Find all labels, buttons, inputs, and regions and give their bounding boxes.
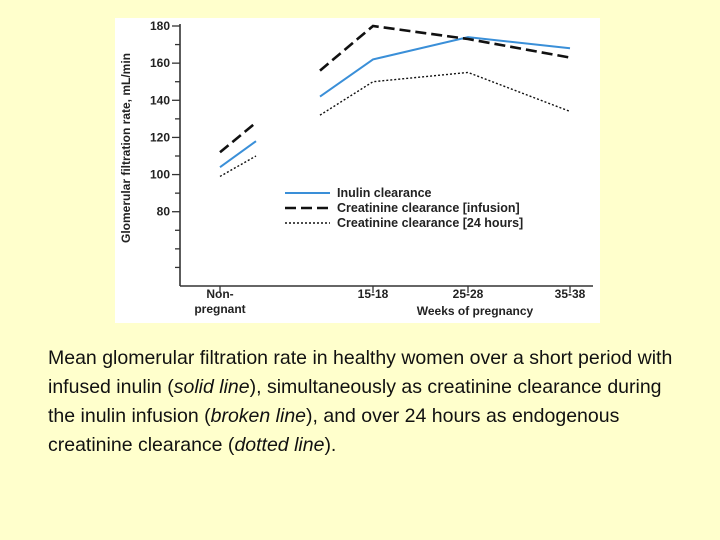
series-line-solid	[219, 140, 257, 168]
series-line-dashed	[219, 121, 257, 154]
x-tick-label: pregnant	[194, 302, 245, 316]
caption-text-2: ), simultaneously as creatinine clearanc…	[48, 376, 662, 427]
x-axis-title: Weeks of pregnancy	[417, 304, 534, 318]
caption-broken-line: broken line	[210, 405, 307, 427]
x-tick-label: Non-	[206, 287, 233, 301]
series-line-dotted	[319, 71, 571, 116]
caption-solid-line: solid line	[173, 376, 250, 398]
y-axis-title: Glomerular filtration rate, mL/min	[119, 53, 133, 243]
y-tick-label: 80	[157, 205, 171, 219]
y-tick-label: 140	[150, 93, 170, 107]
series-line-solid	[319, 36, 571, 98]
caption-text-4: ).	[324, 434, 337, 456]
x-tick-label: 15-18	[358, 287, 389, 301]
y-tick-label: 100	[150, 168, 170, 182]
legend-label: Inulin clearance	[337, 186, 432, 200]
caption-text-3: ), and over 24 hours as endogenous creat…	[48, 405, 620, 456]
x-tick-label: 35-38	[555, 287, 586, 301]
series-line-dashed	[319, 24, 571, 72]
caption-dotted-line: dotted line	[234, 434, 325, 456]
caption-text-1: Mean glomerular filtration rate in healt…	[48, 347, 673, 398]
series-line-dotted	[219, 155, 257, 178]
y-tick-label: 160	[150, 56, 170, 70]
y-tick-label: 180	[150, 19, 170, 33]
chart-panel: 80 100 120 140 160 180 Glomerular filtration r…	[115, 18, 600, 323]
legend-label: Creatinine clearance [24 hours]	[337, 216, 523, 230]
figure-caption: Mean glomerular filtration rate in healt…	[48, 344, 688, 460]
gfr-line-chart: 80 100 120 140 160 180 Glomerular filtration r…	[119, 19, 593, 318]
legend-label: Creatinine clearance [infusion]	[337, 201, 520, 215]
y-tick-label: 120	[150, 130, 170, 144]
x-tick-label: 25-28	[453, 287, 484, 301]
